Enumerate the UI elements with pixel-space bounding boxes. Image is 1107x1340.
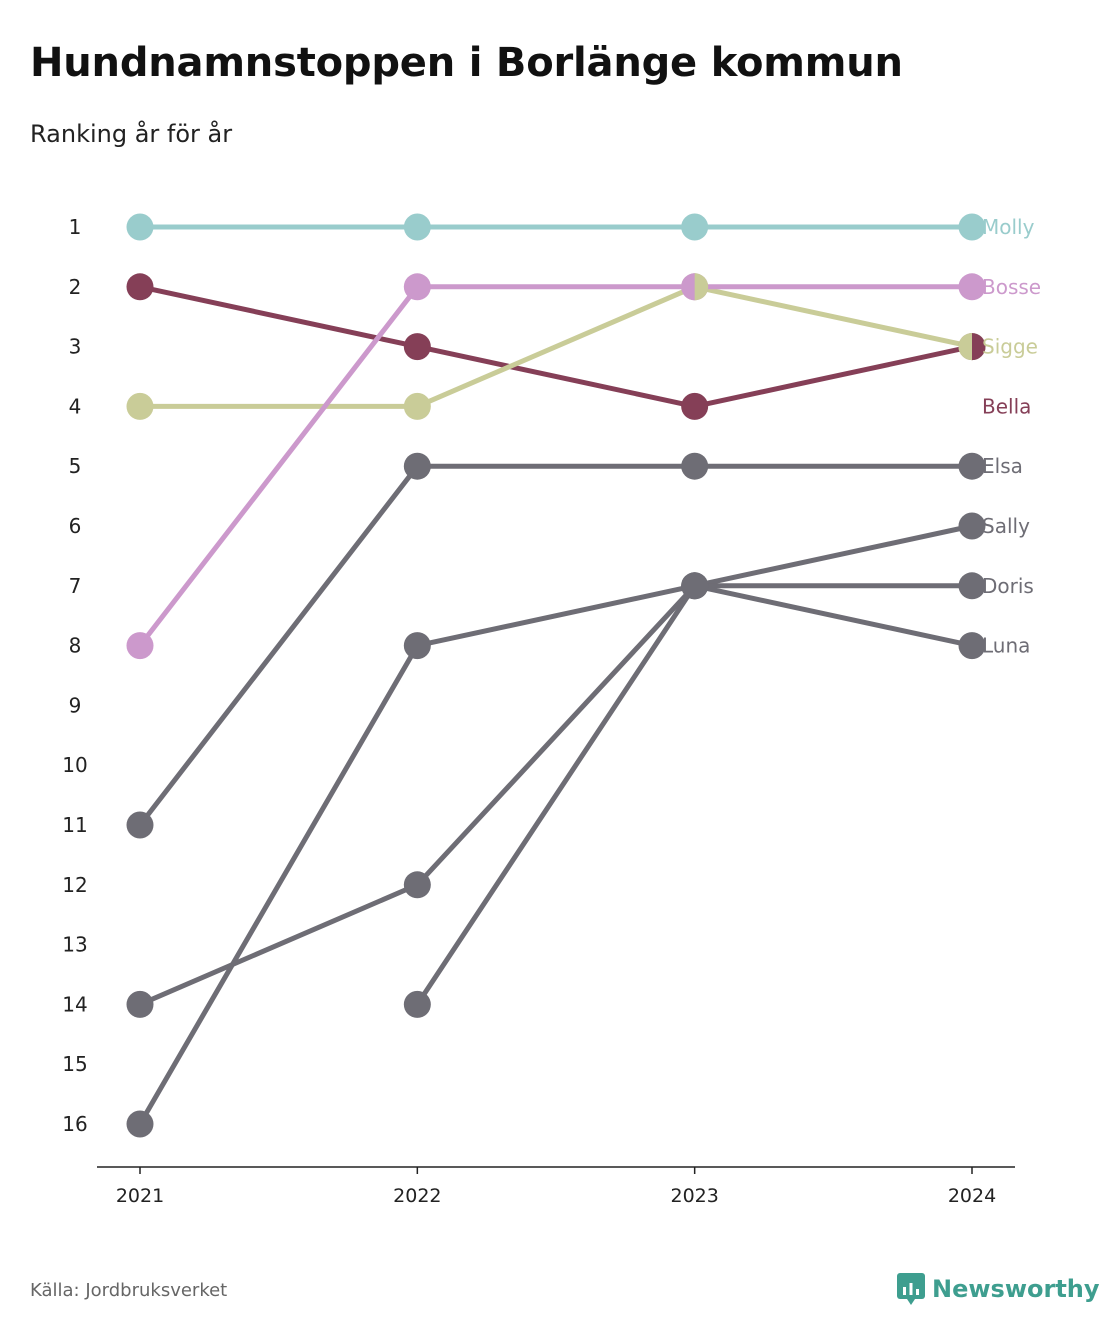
y-tick-label: 3 — [69, 335, 82, 359]
series-point-molly — [126, 213, 154, 241]
series-point-bella — [403, 333, 431, 361]
shared-point-half — [681, 273, 695, 301]
y-tick-label: 5 — [69, 454, 82, 478]
x-axis-ticks: 2021 2022 2023 2024 — [116, 1167, 996, 1207]
series-point-sigge — [126, 392, 154, 420]
y-tick-label: 11 — [62, 813, 87, 837]
end-label-luna: Luna — [982, 634, 1030, 658]
series-point-sigge — [403, 392, 431, 420]
y-tick-label: 16 — [62, 1112, 87, 1136]
end-label-doris: Doris — [982, 574, 1034, 598]
y-tick-label: 9 — [69, 693, 82, 717]
x-tick-label: 2024 — [948, 1185, 996, 1207]
x-tick-label: 2022 — [393, 1185, 441, 1207]
series-point-bosse — [403, 273, 431, 301]
y-tick-label: 1 — [69, 215, 82, 239]
y-tick-label: 10 — [62, 753, 87, 777]
y-tick-label: 15 — [62, 1052, 87, 1076]
x-tick-label: 2023 — [670, 1185, 718, 1207]
series-point-doris — [126, 1110, 154, 1138]
series-point-sally — [958, 512, 986, 540]
series-point-luna — [958, 632, 986, 660]
shared-point-half — [694, 273, 709, 301]
y-tick-label: 12 — [62, 873, 87, 897]
series-point-bosse — [958, 273, 986, 301]
series-point-bella — [126, 273, 154, 301]
series-line-bella — [137, 284, 975, 409]
series-line-bosse — [137, 284, 975, 649]
series-point-molly — [958, 213, 986, 241]
series-lines — [137, 224, 975, 1127]
chart-subtitle: Ranking år för år — [30, 120, 233, 148]
series-point-elsa — [681, 452, 709, 480]
series-point-luna — [403, 990, 431, 1018]
brand-logo[interactable]: Newsworthy — [896, 1272, 1100, 1306]
series-point-luna — [681, 572, 709, 600]
series-line-sigge — [137, 284, 975, 409]
chart-title: Hundnamnstoppen i Borlänge kommun — [30, 40, 903, 86]
series-line-doris — [137, 583, 975, 1127]
y-tick-label: 13 — [62, 933, 87, 957]
series-point-elsa — [958, 452, 986, 480]
source-note: Källa: Jordbruksverket — [30, 1280, 228, 1301]
end-label-sigge: Sigge — [982, 335, 1038, 359]
series-point-bosse — [126, 632, 154, 660]
end-label-elsa: Elsa — [982, 454, 1023, 478]
series-line-sally — [137, 523, 975, 1007]
y-tick-label: 8 — [69, 634, 82, 658]
end-label-sally: Sally — [982, 514, 1030, 538]
brand-name: Newsworthy — [932, 1275, 1100, 1303]
shared-point-half — [972, 333, 986, 361]
series-point-elsa — [126, 811, 154, 839]
end-labels: Molly Bosse Sigge Bella Elsa Sally Doris Luna — [982, 215, 1041, 658]
y-tick-label: 7 — [69, 574, 82, 598]
shared-point-half — [958, 333, 972, 361]
newsworthy-logo-icon — [897, 1273, 925, 1305]
series-point-doris — [958, 572, 986, 600]
series-point-sally — [126, 990, 154, 1018]
x-tick-label: 2021 — [116, 1185, 164, 1207]
end-label-bosse: Bosse — [982, 275, 1041, 299]
end-label-bella: Bella — [982, 394, 1031, 418]
end-label-molly: Molly — [982, 215, 1035, 239]
series-point-molly — [403, 213, 431, 241]
series-point-molly — [681, 213, 709, 241]
y-tick-label: 14 — [62, 992, 87, 1016]
y-tick-label: 2 — [69, 275, 82, 299]
series-point-doris — [403, 632, 431, 660]
y-tick-label: 6 — [69, 514, 82, 538]
series-point-bella — [681, 392, 709, 420]
y-tick-label: 4 — [69, 394, 82, 418]
series-point-elsa — [403, 452, 431, 480]
series-line-elsa — [137, 463, 975, 828]
series-point-sally — [403, 871, 431, 899]
series-points — [126, 213, 986, 1138]
